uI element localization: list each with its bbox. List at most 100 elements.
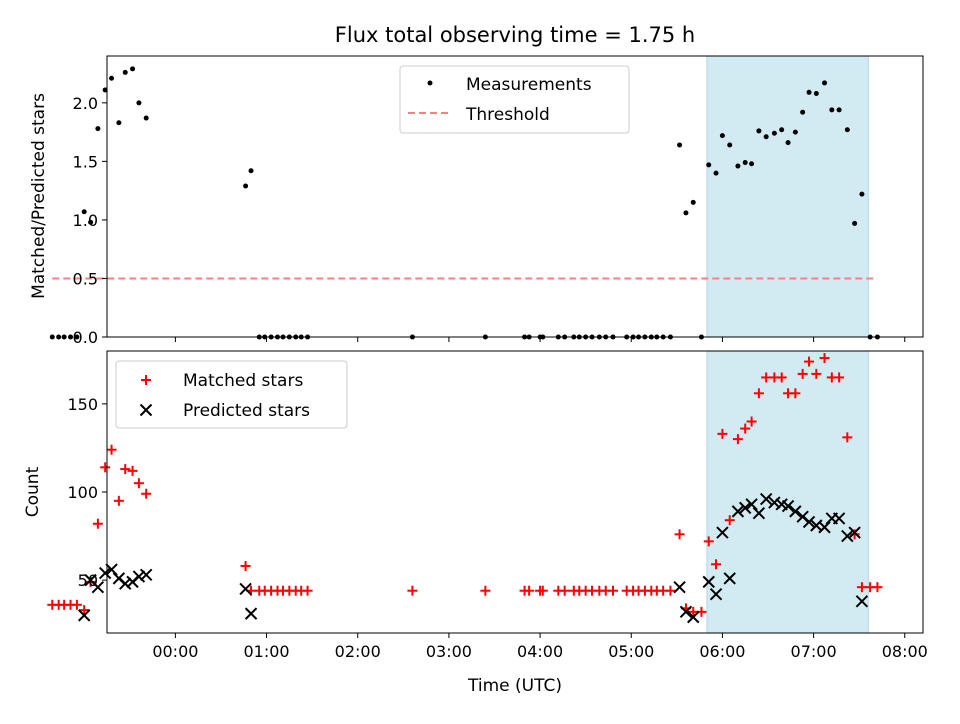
predicted-star-point [841, 529, 854, 543]
matched-star-point [71, 599, 82, 610]
predicted-star-point [768, 496, 781, 509]
bottom-ytick-label: 100 [67, 483, 98, 502]
predicted-star-point [91, 580, 105, 594]
matched-star-point [842, 432, 853, 443]
measurement-point [822, 80, 828, 86]
matched-star-point [240, 561, 251, 572]
measurement-point [677, 142, 683, 148]
matched-star-point [703, 536, 714, 547]
measurement-point [779, 127, 785, 133]
predicted-star-point [139, 568, 153, 582]
measurement-point [690, 199, 696, 205]
matched-star-point [717, 428, 728, 439]
bottom-xtick-label: 03:00 [426, 642, 472, 661]
legend-matched-marker [141, 375, 151, 385]
bottom-xtick-label: 06:00 [699, 642, 745, 661]
predicted-star-point [723, 572, 736, 585]
bottom-legend-box [115, 360, 348, 429]
matched-star-point [732, 434, 743, 445]
matched-star-point [480, 585, 491, 596]
bottom-xtick-label: 01:00 [243, 642, 289, 661]
matched-star-point [100, 462, 111, 473]
matched-star-point [127, 465, 138, 476]
predicted-star-point [679, 605, 693, 619]
bottom-xtick-label: 05:00 [608, 642, 654, 661]
legend-matched-label: Matched stars [183, 371, 303, 391]
measurement-point [243, 183, 249, 189]
predicted-star-point [77, 609, 91, 622]
predicted-star-point [759, 492, 773, 506]
matched-star-point [819, 353, 830, 364]
top-ytick-label: 0.5 [73, 269, 98, 288]
measurement-point [56, 334, 62, 340]
bottom-panel: 50 100 150 00:00 01:00 02:00 03:00 04:00 05:00 0… [23, 350, 928, 696]
legend-measurements-label: Measurements [466, 75, 592, 95]
matched-star-point [740, 423, 751, 434]
measurement-point [95, 126, 101, 132]
matched-star-point [608, 585, 619, 596]
predicted-star-point [752, 506, 766, 520]
measurement-point [102, 87, 108, 93]
matched-star-point [790, 388, 801, 399]
measurement-point [792, 129, 798, 135]
measurement-point [122, 69, 128, 75]
measurement-point [719, 133, 725, 139]
top-ytick-label: 1.0 [73, 211, 98, 230]
matched-star-point [302, 585, 313, 596]
matched-star-point [674, 529, 685, 540]
legend-predicted-marker [139, 403, 153, 417]
matched-star-point [113, 495, 124, 506]
measurement-point [81, 209, 87, 215]
legend-predicted-cross [139, 403, 153, 417]
predicted-star-point [105, 563, 118, 576]
measurement-point [109, 75, 115, 81]
top-plot-frame [106, 55, 924, 338]
bottom-ytick-label: 50 [78, 571, 98, 590]
measurement-point [61, 334, 67, 340]
predicted-star-point [702, 575, 715, 589]
bottom-xtick-label: 07:00 [791, 642, 837, 661]
legend-measurements-marker [427, 80, 433, 86]
top-y-axis-label: Matched/Predicted stars [29, 93, 49, 299]
measurement-point [116, 120, 122, 126]
predicted-star-point [739, 501, 752, 515]
top-ytick-label: 0.0 [73, 328, 98, 347]
measurement-point [859, 191, 865, 197]
matched-star-point [746, 416, 757, 427]
predicted-star-point [818, 521, 831, 534]
top-panel: 0.00.51.01.52.0 Matched/Predicted stars … [29, 55, 924, 347]
bottom-ytick-label: 150 [67, 395, 98, 414]
measurement-point [130, 66, 136, 72]
matched-star-point [872, 582, 883, 593]
measurement-point [806, 89, 812, 95]
measurement-point [763, 134, 769, 140]
measurement-point [727, 142, 733, 148]
measurement-point [756, 128, 762, 134]
predicted-star-point [848, 526, 861, 539]
bottom-xtick-label: 08:00 [882, 642, 928, 661]
measurement-point [836, 107, 842, 113]
matched-star-point [797, 368, 808, 379]
matched-star-point [804, 356, 815, 367]
measurement-point [74, 334, 80, 340]
bottom-y-axis-label: Count [23, 466, 43, 517]
matched-star-point [141, 488, 152, 499]
legend-predicted-label: Predicted stars [183, 401, 310, 421]
predicted-star-point [673, 580, 686, 594]
measurement-point [683, 210, 689, 216]
measurement-point [143, 115, 149, 121]
predicted-star-point [781, 499, 795, 513]
chart-title: Flux total observing time = 1.75 h [335, 23, 695, 47]
legend-matched-plus [141, 375, 151, 385]
matched-star-point [537, 585, 548, 596]
measurement-point [49, 334, 55, 340]
matched-star-point [834, 372, 845, 383]
matched-star-point [524, 585, 535, 596]
top-ytick-label: 1.5 [73, 152, 98, 171]
predicted-star-point [709, 588, 723, 601]
matched-star-point [665, 585, 676, 596]
predicted-star-point [716, 526, 729, 539]
predicted-star-point [132, 570, 146, 583]
measurement-point [785, 140, 791, 146]
top-observing-span [706, 55, 869, 338]
